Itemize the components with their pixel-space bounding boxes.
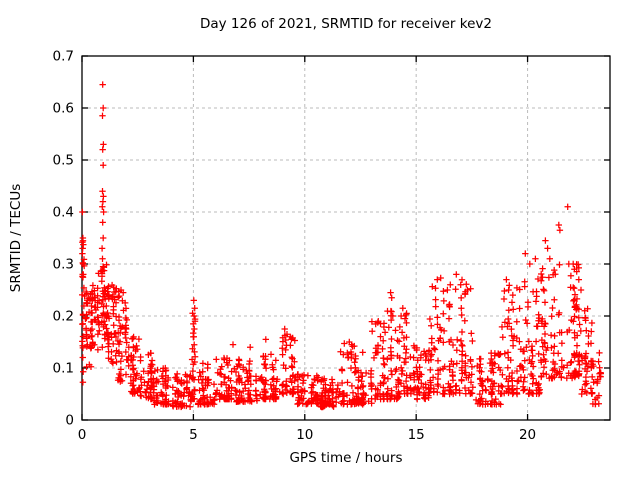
x-tick-label: 20 <box>519 427 536 443</box>
y-axis-label-wrap: SRMTID / TECUs <box>4 56 28 420</box>
x-axis-label: GPS time / hours <box>289 450 403 466</box>
y-tick-label: 0.4 <box>53 205 74 221</box>
data-points <box>79 81 604 411</box>
y-tick-label: 0.3 <box>53 257 74 273</box>
x-tick-label: 10 <box>296 427 313 443</box>
y-tick-label: 0.7 <box>53 49 74 65</box>
x-tick-label: 5 <box>189 427 198 443</box>
y-axis-label: SRMTID / TECUs <box>8 183 24 293</box>
x-tick-label: 15 <box>408 427 425 443</box>
y-tick-label: 0 <box>65 413 74 429</box>
chart-title: Day 126 of 2021, SRMTID for receiver kev… <box>199 16 492 32</box>
y-tick-label: 0.6 <box>53 101 74 117</box>
y-tick-label: 0.1 <box>53 361 74 377</box>
y-tick-label: 0.5 <box>53 153 74 169</box>
x-tick-label: 0 <box>78 427 87 443</box>
y-tick-label: 0.2 <box>53 309 74 325</box>
